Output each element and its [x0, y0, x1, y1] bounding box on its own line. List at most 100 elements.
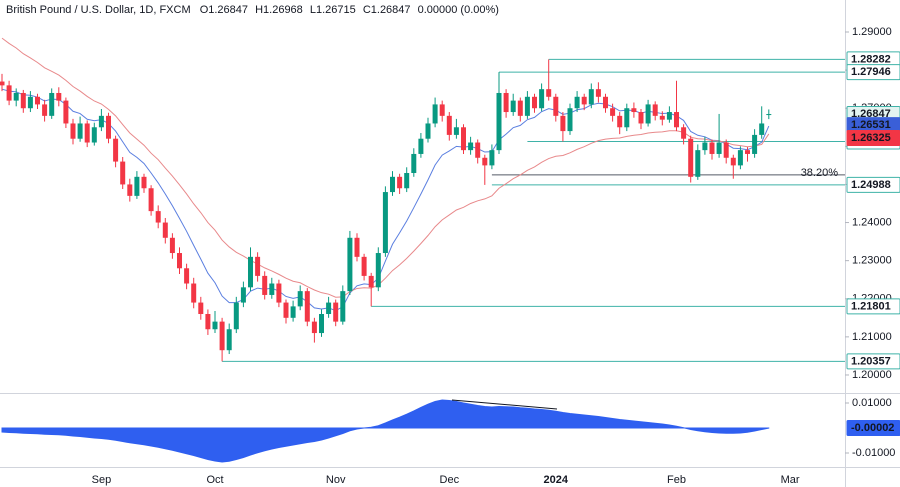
y-tick-label: 1.23000 — [852, 255, 892, 267]
symbol-title: British Pound / U.S. Dollar, 1D, FXCM — [6, 4, 191, 16]
candle-body — [340, 291, 346, 322]
candle-body — [759, 123, 765, 135]
oscillator-area — [1, 399, 770, 463]
ma-price-label: 1.26531 — [851, 119, 891, 131]
candle-body — [91, 127, 97, 143]
x-tick-label: Feb — [667, 474, 686, 486]
candle-body — [49, 92, 55, 116]
ohlc-value: 1.26847 — [371, 4, 411, 16]
trend-drawing — [451, 399, 558, 410]
candle-body — [411, 153, 417, 174]
candle-body — [546, 89, 552, 97]
level-label-box — [846, 176, 900, 193]
x-tick-label: Mar — [781, 474, 800, 486]
candle-body — [326, 302, 332, 315]
candle-body — [354, 237, 360, 257]
candle-body — [645, 104, 651, 124]
oscillator-value-label: -0.00002 — [851, 422, 894, 434]
candle-body — [461, 127, 466, 151]
ohlc-value: 1.26715 — [316, 4, 356, 16]
candle-body — [84, 123, 90, 143]
candle-body — [766, 114, 772, 116]
ohlc-value: 1.26847 — [208, 4, 248, 16]
oscillator-value-label-box — [846, 420, 900, 437]
candle-body — [27, 96, 33, 109]
candle-body — [240, 287, 246, 303]
level-label: 1.27946 — [851, 66, 891, 78]
candle-body — [666, 112, 672, 120]
candle-body — [574, 96, 580, 109]
candle-body — [219, 321, 225, 351]
candle-body — [482, 157, 488, 166]
candle-body — [311, 321, 317, 334]
candle-body — [631, 108, 637, 113]
candle-body — [674, 112, 679, 128]
candle-body — [446, 115, 452, 135]
candle-body — [595, 89, 601, 97]
candle-body — [148, 188, 154, 212]
candle-body — [98, 115, 104, 128]
candle-body — [567, 108, 573, 132]
candle-body — [439, 104, 445, 116]
candle-body — [588, 89, 594, 105]
candle-body — [141, 176, 147, 189]
candle-body — [375, 253, 381, 288]
candle-body — [716, 142, 722, 154]
candle-body — [404, 173, 410, 189]
candle-body — [737, 150, 743, 166]
candle-body — [106, 115, 111, 139]
candle-body — [539, 89, 545, 109]
candle-body — [638, 112, 644, 124]
candle-body — [297, 291, 303, 307]
candle-body — [113, 138, 119, 162]
ohlc-key: O — [200, 4, 209, 16]
candle-body — [255, 256, 261, 276]
candle-body — [730, 157, 736, 166]
ohlc-key: H — [255, 4, 263, 16]
candle-body — [290, 306, 296, 318]
candle-body — [212, 321, 218, 330]
candle-body — [233, 302, 239, 330]
candle-body — [304, 291, 310, 322]
candle-body — [248, 256, 253, 288]
change: 0.00000 (0.00%) — [418, 4, 499, 16]
candle-body — [120, 161, 126, 185]
candle-body — [347, 237, 353, 292]
level-label-box — [846, 64, 900, 81]
candle-body — [20, 92, 26, 109]
candle-body — [468, 142, 474, 151]
candle-body — [517, 100, 523, 116]
header: British Pound / U.S. Dollar, 1D, FXCM O1… — [6, 4, 499, 16]
candle-body — [361, 256, 367, 276]
candle-body — [226, 329, 232, 351]
candle-body — [496, 92, 502, 151]
y2-tick-label: 0.01000 — [852, 397, 892, 409]
ohlc-key: L — [310, 4, 316, 16]
y-tick-label: 1.29000 — [852, 26, 892, 38]
candle-body — [432, 104, 438, 124]
candle-body — [191, 283, 197, 303]
candle-body — [659, 115, 665, 120]
candle-body — [333, 302, 339, 322]
candle-body — [42, 104, 48, 116]
candle-body — [624, 108, 630, 128]
ma-price-label: 1.26325 — [851, 132, 891, 144]
candle-body — [745, 150, 750, 154]
x-tick-label: Dec — [440, 474, 460, 486]
y-tick-label: 1.21000 — [852, 331, 892, 343]
candle-body — [63, 100, 69, 124]
x-tick-label: Oct — [206, 474, 223, 486]
ohlc-key: C — [363, 4, 371, 16]
candle-body — [13, 92, 19, 101]
candle-body — [184, 268, 190, 284]
candle-body — [581, 96, 587, 105]
candle-body — [70, 123, 76, 139]
level-label: 1.24988 — [851, 179, 891, 191]
candle-body — [418, 138, 424, 154]
candle-body — [603, 96, 608, 109]
plot-area: 1.290001.280001.270001.260001.250001.240… — [0, 26, 900, 486]
candle-body — [169, 237, 175, 254]
candle-body — [276, 283, 282, 303]
